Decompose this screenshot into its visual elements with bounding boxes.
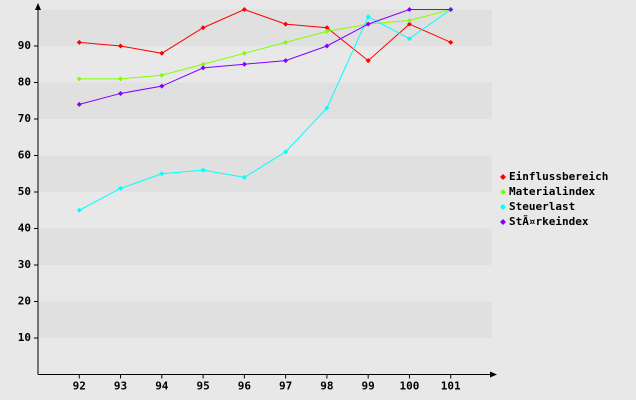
x-tick-label: 100	[400, 380, 420, 393]
x-tick-label: 101	[441, 380, 461, 393]
grid-band	[38, 155, 492, 192]
data-point	[118, 43, 124, 49]
data-point	[241, 174, 247, 180]
data-point	[76, 39, 82, 45]
data-point	[365, 21, 371, 27]
data-point	[324, 43, 330, 49]
y-tick-label: 10	[18, 331, 31, 344]
data-point	[406, 17, 412, 23]
series-line	[79, 9, 451, 105]
x-tick-label: 93	[114, 380, 127, 393]
data-point	[406, 36, 412, 42]
data-point	[241, 50, 247, 56]
data-point	[159, 83, 165, 89]
grid-band	[38, 119, 492, 156]
y-tick-label: 90	[18, 39, 31, 52]
grid-band	[38, 192, 492, 229]
x-tick-label: 94	[155, 380, 169, 393]
grid-band	[38, 9, 492, 46]
x-tick-label: 97	[279, 380, 292, 393]
grid-band	[38, 265, 492, 302]
y-tick-label: 40	[18, 222, 31, 235]
data-point	[283, 39, 289, 45]
grid-band	[38, 338, 492, 375]
data-point	[406, 21, 412, 27]
data-point	[118, 90, 124, 96]
y-tick-label: 30	[18, 258, 31, 271]
data-point	[200, 25, 206, 31]
plot-bands	[38, 9, 492, 375]
data-point	[448, 39, 454, 45]
data-point	[324, 28, 330, 34]
data-point	[324, 25, 330, 31]
y-tick-label: 80	[18, 76, 31, 89]
data-point	[159, 72, 165, 78]
data-point	[159, 50, 165, 56]
data-point	[283, 21, 289, 27]
plot	[76, 7, 454, 213]
legend-marker	[500, 204, 506, 210]
x-tick-label: 95	[196, 380, 209, 393]
legend-marker	[500, 174, 506, 180]
data-point	[118, 76, 124, 82]
data-point	[200, 61, 206, 67]
grid-band	[38, 301, 492, 338]
data-point	[283, 149, 289, 155]
y-tick-label: 50	[18, 185, 31, 198]
data-point	[118, 185, 124, 191]
legend-label: Materialindex	[509, 185, 595, 198]
series-line	[79, 9, 451, 80]
series-line	[79, 8, 451, 62]
grid-band	[38, 46, 492, 83]
data-point	[283, 58, 289, 64]
x-tick-label: 96	[238, 380, 252, 393]
data-point	[200, 167, 206, 173]
data-point	[159, 171, 165, 177]
x-tick-label: 92	[73, 380, 86, 393]
x-tick-label: 98	[320, 380, 333, 393]
legend-marker	[500, 189, 506, 195]
data-point	[241, 7, 247, 12]
data-point	[406, 7, 412, 12]
data-point	[76, 101, 82, 107]
data-point	[448, 7, 454, 12]
data-point	[241, 61, 247, 67]
grid-band	[38, 228, 492, 265]
data-point	[365, 58, 371, 64]
x-axis-arrow	[490, 371, 497, 378]
y-tick-label: 60	[18, 149, 31, 162]
legend-label: Steuerlast	[509, 200, 575, 213]
data-point	[324, 105, 330, 111]
legend-label: StÃ¤rkeindex	[509, 215, 589, 228]
y-tick-label: 70	[18, 112, 31, 125]
legend-marker	[500, 219, 506, 225]
data-point	[365, 14, 371, 20]
x-tick-label: 99	[362, 380, 375, 393]
data-point	[200, 65, 206, 71]
legend-label: Einflussbereich	[509, 170, 608, 183]
data-point	[76, 76, 82, 82]
y-tick-label: 20	[18, 295, 31, 308]
data-point	[76, 207, 82, 213]
y-axis-arrow	[35, 3, 41, 10]
grid-band	[38, 82, 492, 119]
series-line	[79, 9, 452, 211]
